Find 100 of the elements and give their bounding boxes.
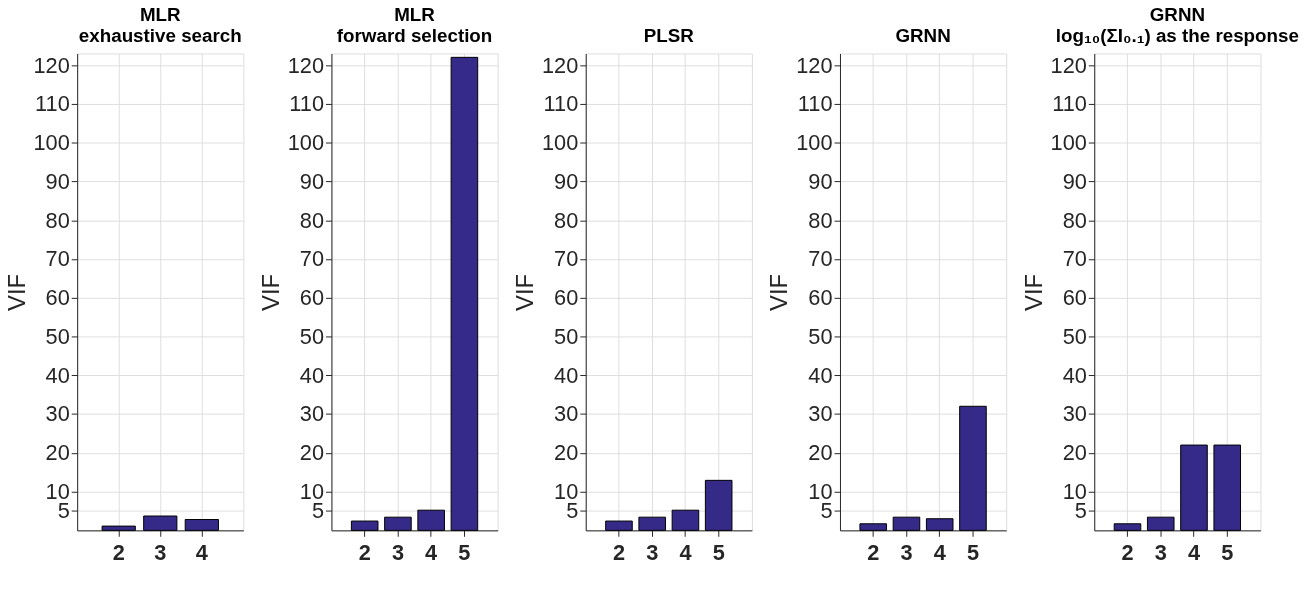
- y-tick-label: 120: [33, 52, 70, 78]
- y-tick-label: 100: [1050, 130, 1087, 156]
- y-tick-label: 40: [299, 362, 325, 388]
- y-tick-label: 90: [808, 168, 833, 194]
- y-axis-title: VIF: [512, 273, 539, 311]
- y-axis-title: VIF: [1020, 273, 1047, 311]
- y-tick-label: 70: [1062, 246, 1087, 272]
- y-tick-label: 120: [287, 52, 325, 78]
- y-tick-label: 80: [808, 207, 833, 233]
- y-tick-label: 20: [1062, 440, 1087, 466]
- y-tick-label: 70: [299, 246, 325, 272]
- x-tick-label: 3: [1154, 539, 1167, 565]
- x-tick-label: 4: [679, 539, 692, 565]
- x-tick-label: 5: [1221, 539, 1234, 565]
- y-tick-label: 70: [45, 246, 70, 272]
- y-tick-label: 30: [299, 401, 325, 427]
- bar: [892, 516, 921, 531]
- y-tick-label: 100: [541, 130, 579, 156]
- y-axis-title: VIF: [766, 273, 793, 311]
- chart-title: PLSR: [643, 24, 695, 46]
- bar: [450, 56, 479, 531]
- y-tick-label: 110: [797, 91, 833, 117]
- y-tick-label: 40: [1062, 362, 1087, 388]
- x-tick-label: 4: [425, 539, 438, 565]
- y-tick-label: 60: [1062, 285, 1087, 311]
- x-tick-label: 3: [646, 539, 659, 565]
- y-tick-label: 50: [45, 323, 70, 349]
- y-tick-label: 30: [45, 401, 70, 427]
- y-tick-label: 60: [45, 285, 70, 311]
- y-tick-label: 90: [554, 168, 579, 194]
- y-tick-label: 40: [808, 362, 833, 388]
- y-tick-label: 50: [1062, 323, 1087, 349]
- y-tick-label: 120: [796, 52, 833, 78]
- x-tick-label: 3: [391, 539, 404, 565]
- x-tick-label: 2: [867, 539, 880, 565]
- y-tick-label: 120: [541, 52, 579, 78]
- x-tick-label: 4: [195, 539, 208, 565]
- y-tick-label: 80: [1062, 207, 1087, 233]
- y-tick-label: 120: [1050, 52, 1087, 78]
- y-tick-label: 60: [554, 285, 579, 311]
- y-tick-label: 50: [554, 323, 579, 349]
- y-tick-label: 110: [289, 91, 325, 117]
- bar: [384, 516, 412, 531]
- y-tick-label: 100: [287, 130, 325, 156]
- y-tick-label: 100: [796, 130, 833, 156]
- x-tick-label: 3: [900, 539, 913, 565]
- y-tick-label: 50: [299, 323, 325, 349]
- chart-title: GRNN: [895, 24, 951, 46]
- y-tick-label: 60: [808, 285, 833, 311]
- x-tick-label: 5: [458, 539, 471, 565]
- y-tick-label: 70: [808, 246, 833, 272]
- bar: [417, 509, 445, 531]
- bar: [1213, 444, 1242, 531]
- x-tick-label: 4: [933, 539, 946, 565]
- bar: [671, 509, 700, 531]
- chart-title: GRNN log₁₀(ΣI₀.₁) as the response: [1055, 3, 1299, 46]
- y-tick-label: 110: [1052, 91, 1087, 117]
- bar: [1113, 523, 1142, 531]
- bar: [1146, 516, 1175, 531]
- y-tick-label: 110: [35, 91, 70, 117]
- y-tick-label: 20: [554, 440, 579, 466]
- bar: [959, 405, 987, 531]
- bar: [350, 520, 379, 531]
- x-tick-label: 5: [966, 539, 980, 565]
- y-tick-label: 20: [299, 440, 325, 466]
- y-tick-label: 20: [45, 440, 70, 466]
- y-tick-label: 40: [554, 362, 579, 388]
- y-axis-title: VIF: [3, 273, 30, 311]
- y-tick-label: 80: [554, 207, 579, 233]
- bar: [1180, 444, 1208, 531]
- y-tick-label: 50: [808, 323, 833, 349]
- y-tick-label: 30: [1062, 401, 1087, 427]
- y-tick-label: 5: [1074, 498, 1087, 524]
- y-tick-label: 90: [45, 168, 70, 194]
- x-tick-label: 2: [612, 539, 626, 565]
- bar: [704, 479, 733, 531]
- y-tick-label: 80: [45, 207, 70, 233]
- y-tick-label: 40: [45, 362, 70, 388]
- x-tick-label: 3: [154, 539, 167, 565]
- y-tick-label: 5: [57, 498, 70, 524]
- y-tick-label: 5: [820, 498, 833, 524]
- y-tick-label: 80: [299, 207, 325, 233]
- bar: [859, 523, 888, 531]
- y-tick-label: 30: [808, 401, 833, 427]
- y-tick-label: 110: [543, 91, 579, 117]
- y-tick-label: 60: [299, 285, 325, 311]
- y-tick-label: 5: [566, 498, 579, 524]
- y-tick-label: 70: [554, 246, 579, 272]
- bar: [605, 520, 633, 531]
- x-tick-label: 5: [712, 539, 725, 565]
- x-tick-label: 2: [112, 539, 125, 565]
- x-tick-label: 2: [358, 539, 371, 565]
- y-tick-label: 20: [808, 440, 833, 466]
- y-tick-label: 90: [1062, 168, 1087, 194]
- y-tick-label: 90: [299, 168, 325, 194]
- x-tick-label: 2: [1121, 539, 1134, 565]
- y-axis-title: VIF: [257, 273, 284, 311]
- bar: [925, 518, 954, 531]
- chart-title: MLR forward selection: [336, 3, 493, 46]
- chart-title: MLR exhaustive search: [78, 3, 242, 46]
